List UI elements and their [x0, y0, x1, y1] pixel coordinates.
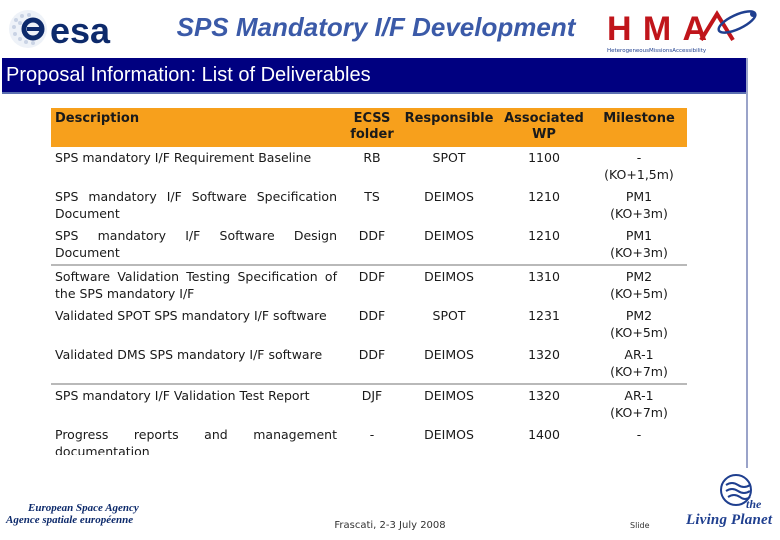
slide-title: SPS Mandatory I/F Development — [176, 12, 576, 42]
living-planet-text: Living Planet — [686, 512, 773, 528]
cell-ecss-folder: DJF — [343, 383, 401, 424]
cell-ecss-folder: RB — [363, 150, 381, 165]
cell-associated-wp: 1231 — [528, 308, 560, 323]
table-row: Progress reports and management document… — [51, 424, 687, 455]
footer-slide-label: Slide — [630, 521, 650, 530]
cell-associated-wp: 1210 — [528, 189, 560, 204]
esa-logo: esa — [6, 6, 148, 52]
table-row: Software Validation Testing Specificatio… — [51, 264, 687, 305]
hma-wordmark: HMA — [607, 10, 707, 48]
right-border-rule — [746, 58, 748, 468]
cell-description: SPS mandatory I/F Software Design Docume… — [55, 228, 337, 260]
column-header-responsible: Responsible — [401, 108, 497, 147]
cell-milestone: - — [636, 427, 642, 442]
cell-ecss-folder: - — [369, 427, 375, 442]
cell-responsible: DEIMOS — [424, 228, 474, 243]
cell-description: SPS mandatory I/F Requirement Baseline — [55, 150, 312, 165]
table-row: SPS mandatory I/F Requirement Baseline RB… — [51, 147, 687, 186]
column-header-description: Description — [51, 108, 343, 147]
cell-responsible: SPOT — [432, 308, 466, 323]
cell-responsible: DEIMOS — [424, 427, 474, 442]
cell-description: Progress reports and management document… — [55, 427, 337, 455]
cell-associated-wp: 1320 — [497, 383, 591, 424]
column-header-milestone: Milestone — [591, 108, 687, 147]
table-header-row: Description ECSS folder Responsible Asso… — [51, 108, 687, 147]
cell-responsible: DEIMOS — [401, 264, 497, 305]
cell-milestone: PM2 (KO+5m) — [591, 264, 687, 305]
esa-agency-name: European Space Agency Agence spatiale eu… — [6, 502, 139, 526]
cell-description: Validated SPOT SPS mandatory I/F softwar… — [55, 308, 327, 323]
table-row: Validated SPOT SPS mandatory I/F softwar… — [51, 305, 687, 344]
table-row: SPS mandatory I/F Validation Test Report… — [51, 383, 687, 424]
cell-associated-wp: 1210 — [528, 228, 560, 243]
footer-date: Frascati, 2-3 July 2008 — [334, 520, 446, 531]
living-planet-graphic: the Living Planet — [686, 474, 773, 528]
cell-responsible: DEIMOS — [401, 383, 497, 424]
table-row: SPS mandatory I/F Software Specification… — [51, 186, 687, 225]
section-title: Proposal Information: List of Deliverabl… — [6, 64, 371, 86]
cell-milestone: AR-1 (KO+7m) — [610, 347, 668, 379]
deliverables-table: Description ECSS folder Responsible Asso… — [51, 108, 687, 455]
agency-name-french: Agence spatiale européenne — [6, 514, 134, 526]
hma-tagline: HeterogeneousMissionsAccessibility — [607, 48, 707, 54]
cell-responsible: DEIMOS — [424, 347, 474, 362]
cell-associated-wp: 1320 — [528, 347, 560, 362]
column-header-associated-wp: Associated WP — [497, 108, 591, 147]
hma-logo: HMA HeterogeneousMissionsAccessibility — [605, 6, 775, 56]
cell-ecss-folder: DDF — [358, 308, 386, 323]
cell-description: Validated DMS SPS mandatory I/F software — [55, 347, 323, 362]
cell-ecss-folder: DDF — [343, 264, 401, 305]
cell-associated-wp: 1400 — [528, 427, 560, 442]
cell-milestone: PM1 (KO+3m) — [610, 228, 668, 260]
cell-ecss-folder: DDF — [358, 347, 386, 362]
column-header-ecss-folder: ECSS folder — [343, 108, 401, 147]
cell-ecss-folder: TS — [364, 189, 380, 204]
cell-description: SPS mandatory I/F Validation Test Report — [51, 383, 343, 424]
cell-ecss-folder: DDF — [358, 228, 386, 243]
cell-associated-wp: 1100 — [528, 150, 560, 165]
cell-milestone: PM1 (KO+3m) — [610, 189, 668, 221]
cell-milestone: AR-1 (KO+7m) — [591, 383, 687, 424]
living-planet-the: the — [746, 497, 762, 511]
table-row: SPS mandatory I/F Software Design Docume… — [51, 225, 687, 265]
cell-responsible: DEIMOS — [424, 189, 474, 204]
cell-responsible: SPOT — [432, 150, 466, 165]
esa-logo-graphic: esa — [9, 10, 111, 51]
living-planet-logo: the Living Planet — [686, 470, 774, 528]
section-title-bar: Proposal Information: List of Deliverabl… — [2, 58, 746, 94]
slide-header: esa SPS Mandatory I/F Development HMA He… — [0, 0, 780, 58]
table-row: Validated DMS SPS mandatory I/F software… — [51, 344, 687, 384]
agency-name-english: European Space Agency — [28, 502, 139, 514]
cell-milestone: - (KO+1,5m) — [604, 150, 674, 182]
cell-description: SPS mandatory I/F Software Specification… — [55, 189, 337, 221]
esa-wordmark: esa — [50, 10, 111, 51]
deliverables-table-container: Description ECSS folder Responsible Asso… — [51, 108, 687, 455]
table-body: SPS mandatory I/F Requirement Baseline RB… — [51, 147, 687, 455]
cell-description: Software Validation Testing Specificatio… — [51, 264, 343, 305]
hma-logo-graphic: HMA HeterogeneousMissionsAccessibility — [607, 10, 757, 54]
cell-associated-wp: 1310 — [497, 264, 591, 305]
cell-milestone: PM2 (KO+5m) — [610, 308, 668, 340]
